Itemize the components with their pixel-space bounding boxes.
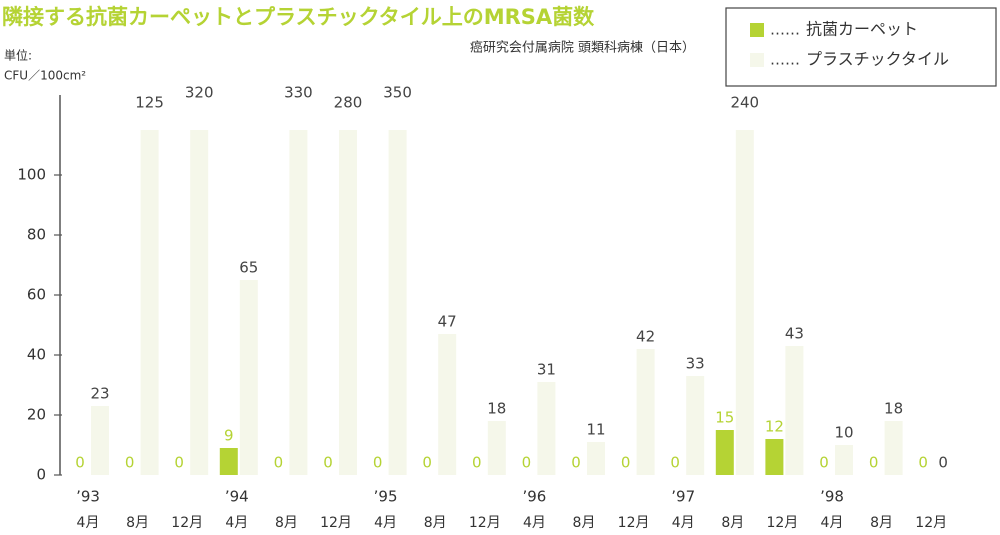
legend-label: 抗菌カーペット xyxy=(806,20,918,39)
value-label: 10 xyxy=(834,424,853,442)
value-label: 0 xyxy=(621,454,631,472)
x-tick-label: 12月 xyxy=(320,515,352,531)
y-tick-label: 20 xyxy=(27,406,46,424)
x-tick-label: 8月 xyxy=(424,515,447,531)
y-axis-label: CFU／100cm² xyxy=(4,69,86,83)
value-label: 18 xyxy=(487,400,506,418)
x-tick-label: 8月 xyxy=(573,515,596,531)
value-label: 320 xyxy=(185,84,214,102)
value-label: 125 xyxy=(135,94,164,112)
y-tick-label: 40 xyxy=(27,346,46,364)
legend-leader: …… xyxy=(770,51,800,69)
x-year-label: ’93 xyxy=(76,488,100,506)
x-tick-label: 4月 xyxy=(225,515,248,531)
bar xyxy=(715,430,734,475)
value-label: 9 xyxy=(224,427,234,445)
x-tick-label: 12月 xyxy=(171,515,203,531)
legend-leader: …… xyxy=(770,21,800,39)
chart-subtitle: 癌研究会付属病院 頭類科病棟（日本） xyxy=(470,40,695,56)
value-label: 43 xyxy=(785,325,804,343)
x-tick-label: 8月 xyxy=(275,515,298,531)
value-label: 47 xyxy=(438,313,457,331)
value-label: 42 xyxy=(636,328,655,346)
bar xyxy=(190,130,209,475)
value-label: 0 xyxy=(323,454,333,472)
bar xyxy=(219,448,238,475)
bar xyxy=(438,334,457,475)
y-tick-label: 80 xyxy=(27,226,46,244)
legend-box xyxy=(725,7,997,87)
x-tick-label: 4月 xyxy=(77,515,100,531)
x-tick-label: 8月 xyxy=(870,515,893,531)
value-label: 0 xyxy=(75,454,85,472)
x-tick-label: 4月 xyxy=(374,515,397,531)
x-tick-label: 12月 xyxy=(766,515,798,531)
bar xyxy=(686,376,705,475)
value-label: 12 xyxy=(765,418,784,436)
bar xyxy=(884,421,903,475)
bar xyxy=(339,130,357,475)
value-label: 65 xyxy=(239,259,258,277)
x-tick-label: 12月 xyxy=(618,515,650,531)
bar xyxy=(765,439,784,475)
chart-title: 隣接する抗菌カーペットとプラスチックタイル上のMRSA菌数 xyxy=(2,5,595,29)
value-label: 18 xyxy=(884,400,903,418)
value-label: 0 xyxy=(522,454,532,472)
plot-area xyxy=(91,130,903,475)
y-tick-label: 100 xyxy=(17,166,46,184)
value-label: 15 xyxy=(715,409,734,427)
bar xyxy=(91,406,109,475)
x-tick-label: 12月 xyxy=(469,515,501,531)
value-label: 280 xyxy=(334,94,363,112)
value-label: 0 xyxy=(571,454,581,472)
value-label: 0 xyxy=(938,454,948,472)
bar xyxy=(537,382,556,475)
value-label: 11 xyxy=(586,421,605,439)
value-label: 0 xyxy=(174,454,184,472)
bar xyxy=(239,280,258,475)
value-label: 0 xyxy=(670,454,680,472)
legend-label: プラスチックタイル xyxy=(806,50,949,69)
bar xyxy=(487,421,506,475)
value-label: 0 xyxy=(373,454,383,472)
x-year-label: ’94 xyxy=(225,488,249,506)
value-label: 0 xyxy=(422,454,432,472)
value-label: 330 xyxy=(284,84,313,102)
y-tick-label: 60 xyxy=(27,286,46,304)
value-label: 31 xyxy=(537,361,556,379)
value-label: 0 xyxy=(819,454,829,472)
bar xyxy=(735,130,754,475)
legend-swatch xyxy=(750,23,764,37)
bar xyxy=(388,130,407,475)
value-label: 350 xyxy=(383,84,412,102)
x-tick-label: 8月 xyxy=(721,515,744,531)
bar xyxy=(835,445,853,475)
value-label: 0 xyxy=(274,454,284,472)
bar xyxy=(140,130,159,475)
x-year-label: ’96 xyxy=(522,488,546,506)
y-unit: 単位: xyxy=(4,48,32,63)
y-tick-label: 0 xyxy=(36,466,46,484)
bar xyxy=(289,130,308,475)
legend-swatch xyxy=(750,53,764,67)
x-tick-label: 4月 xyxy=(821,515,844,531)
value-label: 0 xyxy=(125,454,135,472)
x-tick-label: 12月 xyxy=(915,515,947,531)
x-year-label: ’95 xyxy=(374,488,398,506)
value-label: 0 xyxy=(472,454,482,472)
x-year-label: ’98 xyxy=(820,488,844,506)
value-label: 240 xyxy=(730,94,759,112)
x-tick-label: 8月 xyxy=(126,515,149,531)
x-year-label: ’97 xyxy=(671,488,695,506)
x-tick-label: 4月 xyxy=(672,515,695,531)
value-label: 33 xyxy=(686,355,705,373)
value-label: 0 xyxy=(918,454,928,472)
value-label: 23 xyxy=(90,385,109,403)
bar xyxy=(636,349,655,475)
bar xyxy=(785,346,804,475)
x-tick-label: 4月 xyxy=(523,515,546,531)
bar xyxy=(587,442,605,475)
value-label: 0 xyxy=(869,454,879,472)
